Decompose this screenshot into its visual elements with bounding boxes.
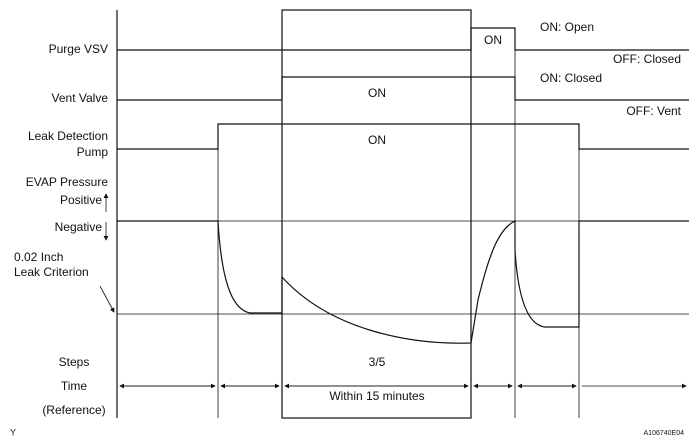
step-value: 3/5 [369, 355, 386, 369]
signal-label: Pump [77, 145, 109, 159]
legend-on: ON: Closed [540, 71, 602, 85]
legend-on: ON: Open [540, 20, 594, 34]
legend-off: OFF: Closed [613, 52, 681, 66]
signal-label: Vent Valve [52, 91, 109, 105]
diagram-lines [99, 9, 689, 419]
pressure-label: EVAP Pressure [26, 175, 109, 189]
signal-label: Purge VSV [49, 42, 108, 56]
on-label: ON [368, 133, 386, 147]
criterion-label: Leak Criterion [14, 265, 89, 279]
time-value: Within 15 minutes [329, 389, 424, 403]
legend-off: OFF: Vent [626, 104, 681, 118]
time-label: Time [61, 379, 88, 393]
figure-code: A106740E04 [644, 430, 685, 437]
footer-mark: Y [10, 427, 16, 437]
steps-label: Steps [59, 355, 90, 369]
signal-label: Leak Detection [28, 129, 108, 143]
on-label: ON [484, 33, 502, 47]
criterion-label: 0.02 Inch [14, 250, 63, 264]
negative-label: Negative [55, 220, 103, 234]
positive-label: Positive [60, 193, 102, 207]
on-label: ON [368, 86, 386, 100]
reference-label: (Reference) [42, 403, 105, 417]
